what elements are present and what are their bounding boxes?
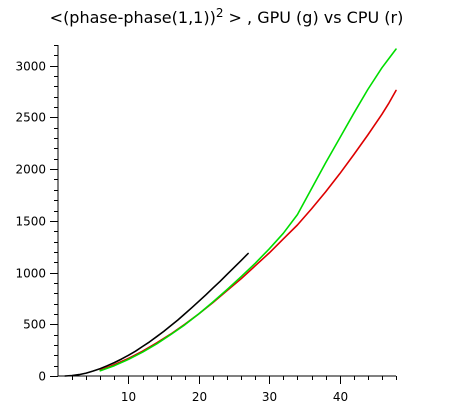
axes: 0 500 1000 1500 2000 2500 3000 10 20 30 40 — [15, 45, 397, 404]
chart-title-prefix: <(phase-phase(1,1)) — [49, 8, 216, 27]
series-line-green — [99, 48, 397, 372]
chart-title-superscript: 2 — [215, 6, 224, 20]
series-line-black — [64, 252, 249, 377]
chart-title: <(phase-phase(1,1))2 > , GPU (g) vs CPU … — [0, 6, 453, 27]
x-tick-label: 10 — [121, 390, 136, 404]
y-tick-label: 0 — [38, 370, 46, 384]
x-tick-label: 30 — [262, 390, 277, 404]
y-tick-label: 500 — [23, 318, 46, 332]
y-tick-label: 1000 — [15, 267, 46, 281]
y-tick-label: 3000 — [15, 60, 46, 74]
series-layer — [64, 48, 397, 377]
y-tick-label: 2500 — [15, 111, 46, 125]
series-line-red — [99, 89, 397, 372]
x-tick-label: 40 — [333, 390, 348, 404]
y-tick-label: 2000 — [15, 163, 46, 177]
y-tick-label: 1500 — [15, 215, 46, 229]
x-tick-label: 20 — [192, 390, 207, 404]
chart-title-suffix: > , GPU (g) vs CPU (r) — [223, 8, 404, 27]
